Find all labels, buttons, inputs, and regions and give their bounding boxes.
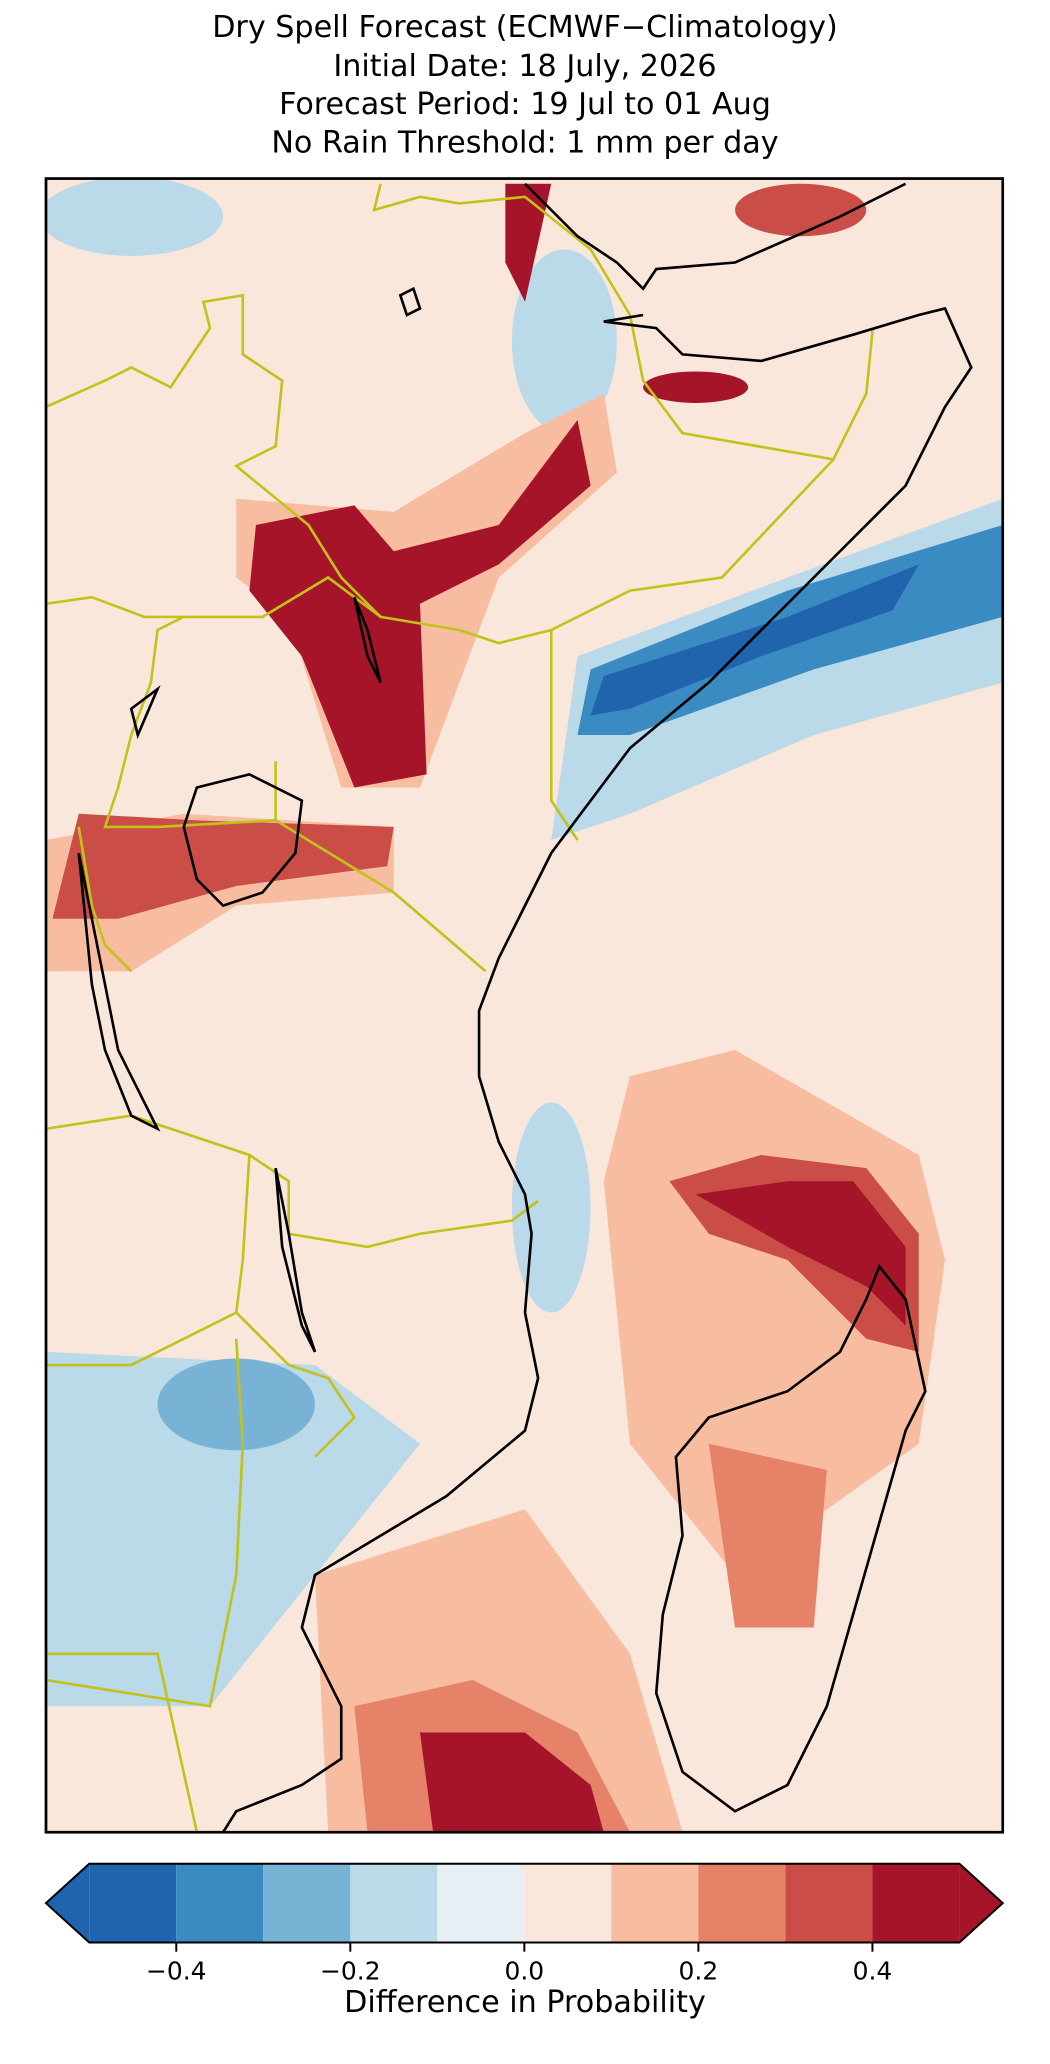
patch xyxy=(420,1732,604,1833)
border xyxy=(45,293,875,645)
colorbar-extend-low xyxy=(45,1863,90,1943)
lake-outline xyxy=(77,286,422,1353)
patch xyxy=(511,249,617,434)
patch xyxy=(735,183,867,237)
patch xyxy=(708,1443,827,1628)
colorbar-bin xyxy=(872,1863,960,1943)
title-line: No Rain Threshold: 1 mm per day xyxy=(271,125,778,160)
colorbar-tick-label: 0.2 xyxy=(679,1956,719,1985)
colorbar-bin xyxy=(524,1863,612,1943)
colorbar-tick-label: −0.2 xyxy=(320,1956,381,1985)
colorbar: −0.4 −0.2 0.0 0.2 0.4 xyxy=(44,1862,1005,1985)
colorbar-bin xyxy=(785,1863,873,1943)
coastline xyxy=(654,1263,927,1813)
colorbar-label: Difference in Probability xyxy=(344,1985,706,2020)
patch xyxy=(45,1351,420,1707)
colorbar-extend-high xyxy=(959,1863,1003,1943)
patch xyxy=(249,420,591,788)
colorbar-bin xyxy=(176,1863,264,1943)
colorbar-tick-label: −0.4 xyxy=(146,1956,207,1985)
map xyxy=(45,178,1003,1833)
patch xyxy=(505,183,552,302)
colorbar-tick-label: 0.0 xyxy=(505,1956,545,1985)
colorbar-bin xyxy=(89,1863,177,1943)
border xyxy=(45,575,579,1833)
patch xyxy=(511,1102,591,1313)
titles: Dry Spell Forecast (ECMWF−Climatology) I… xyxy=(212,10,838,161)
patch xyxy=(590,564,919,716)
colorbar-bin xyxy=(437,1863,525,1943)
title-line: Initial Date: 18 July, 2026 xyxy=(333,49,716,84)
coastlines xyxy=(77,182,973,1833)
patch xyxy=(695,1181,906,1326)
coastline xyxy=(222,182,973,1833)
title-line: Dry Spell Forecast (ECMWF−Climatology) xyxy=(212,10,838,45)
patch xyxy=(45,178,224,256)
colorbar-bin xyxy=(611,1863,699,1943)
colorbar-bin xyxy=(698,1863,786,1943)
patch xyxy=(157,1358,315,1451)
colorbar-tick-label: 0.4 xyxy=(853,1956,893,1985)
border xyxy=(372,183,834,461)
patch xyxy=(643,371,749,403)
figure-body: Dry Spell Forecast (ECMWF−Climatology) I… xyxy=(44,10,1005,2020)
colorbar-outline xyxy=(44,1862,1005,1944)
title-line: Forecast Period: 19 Jul to 01 Aug xyxy=(279,87,771,122)
borders xyxy=(45,183,875,1833)
colorbar-bin xyxy=(350,1863,438,1943)
map-border xyxy=(44,177,1005,1834)
colorbar-bin xyxy=(263,1863,351,1943)
